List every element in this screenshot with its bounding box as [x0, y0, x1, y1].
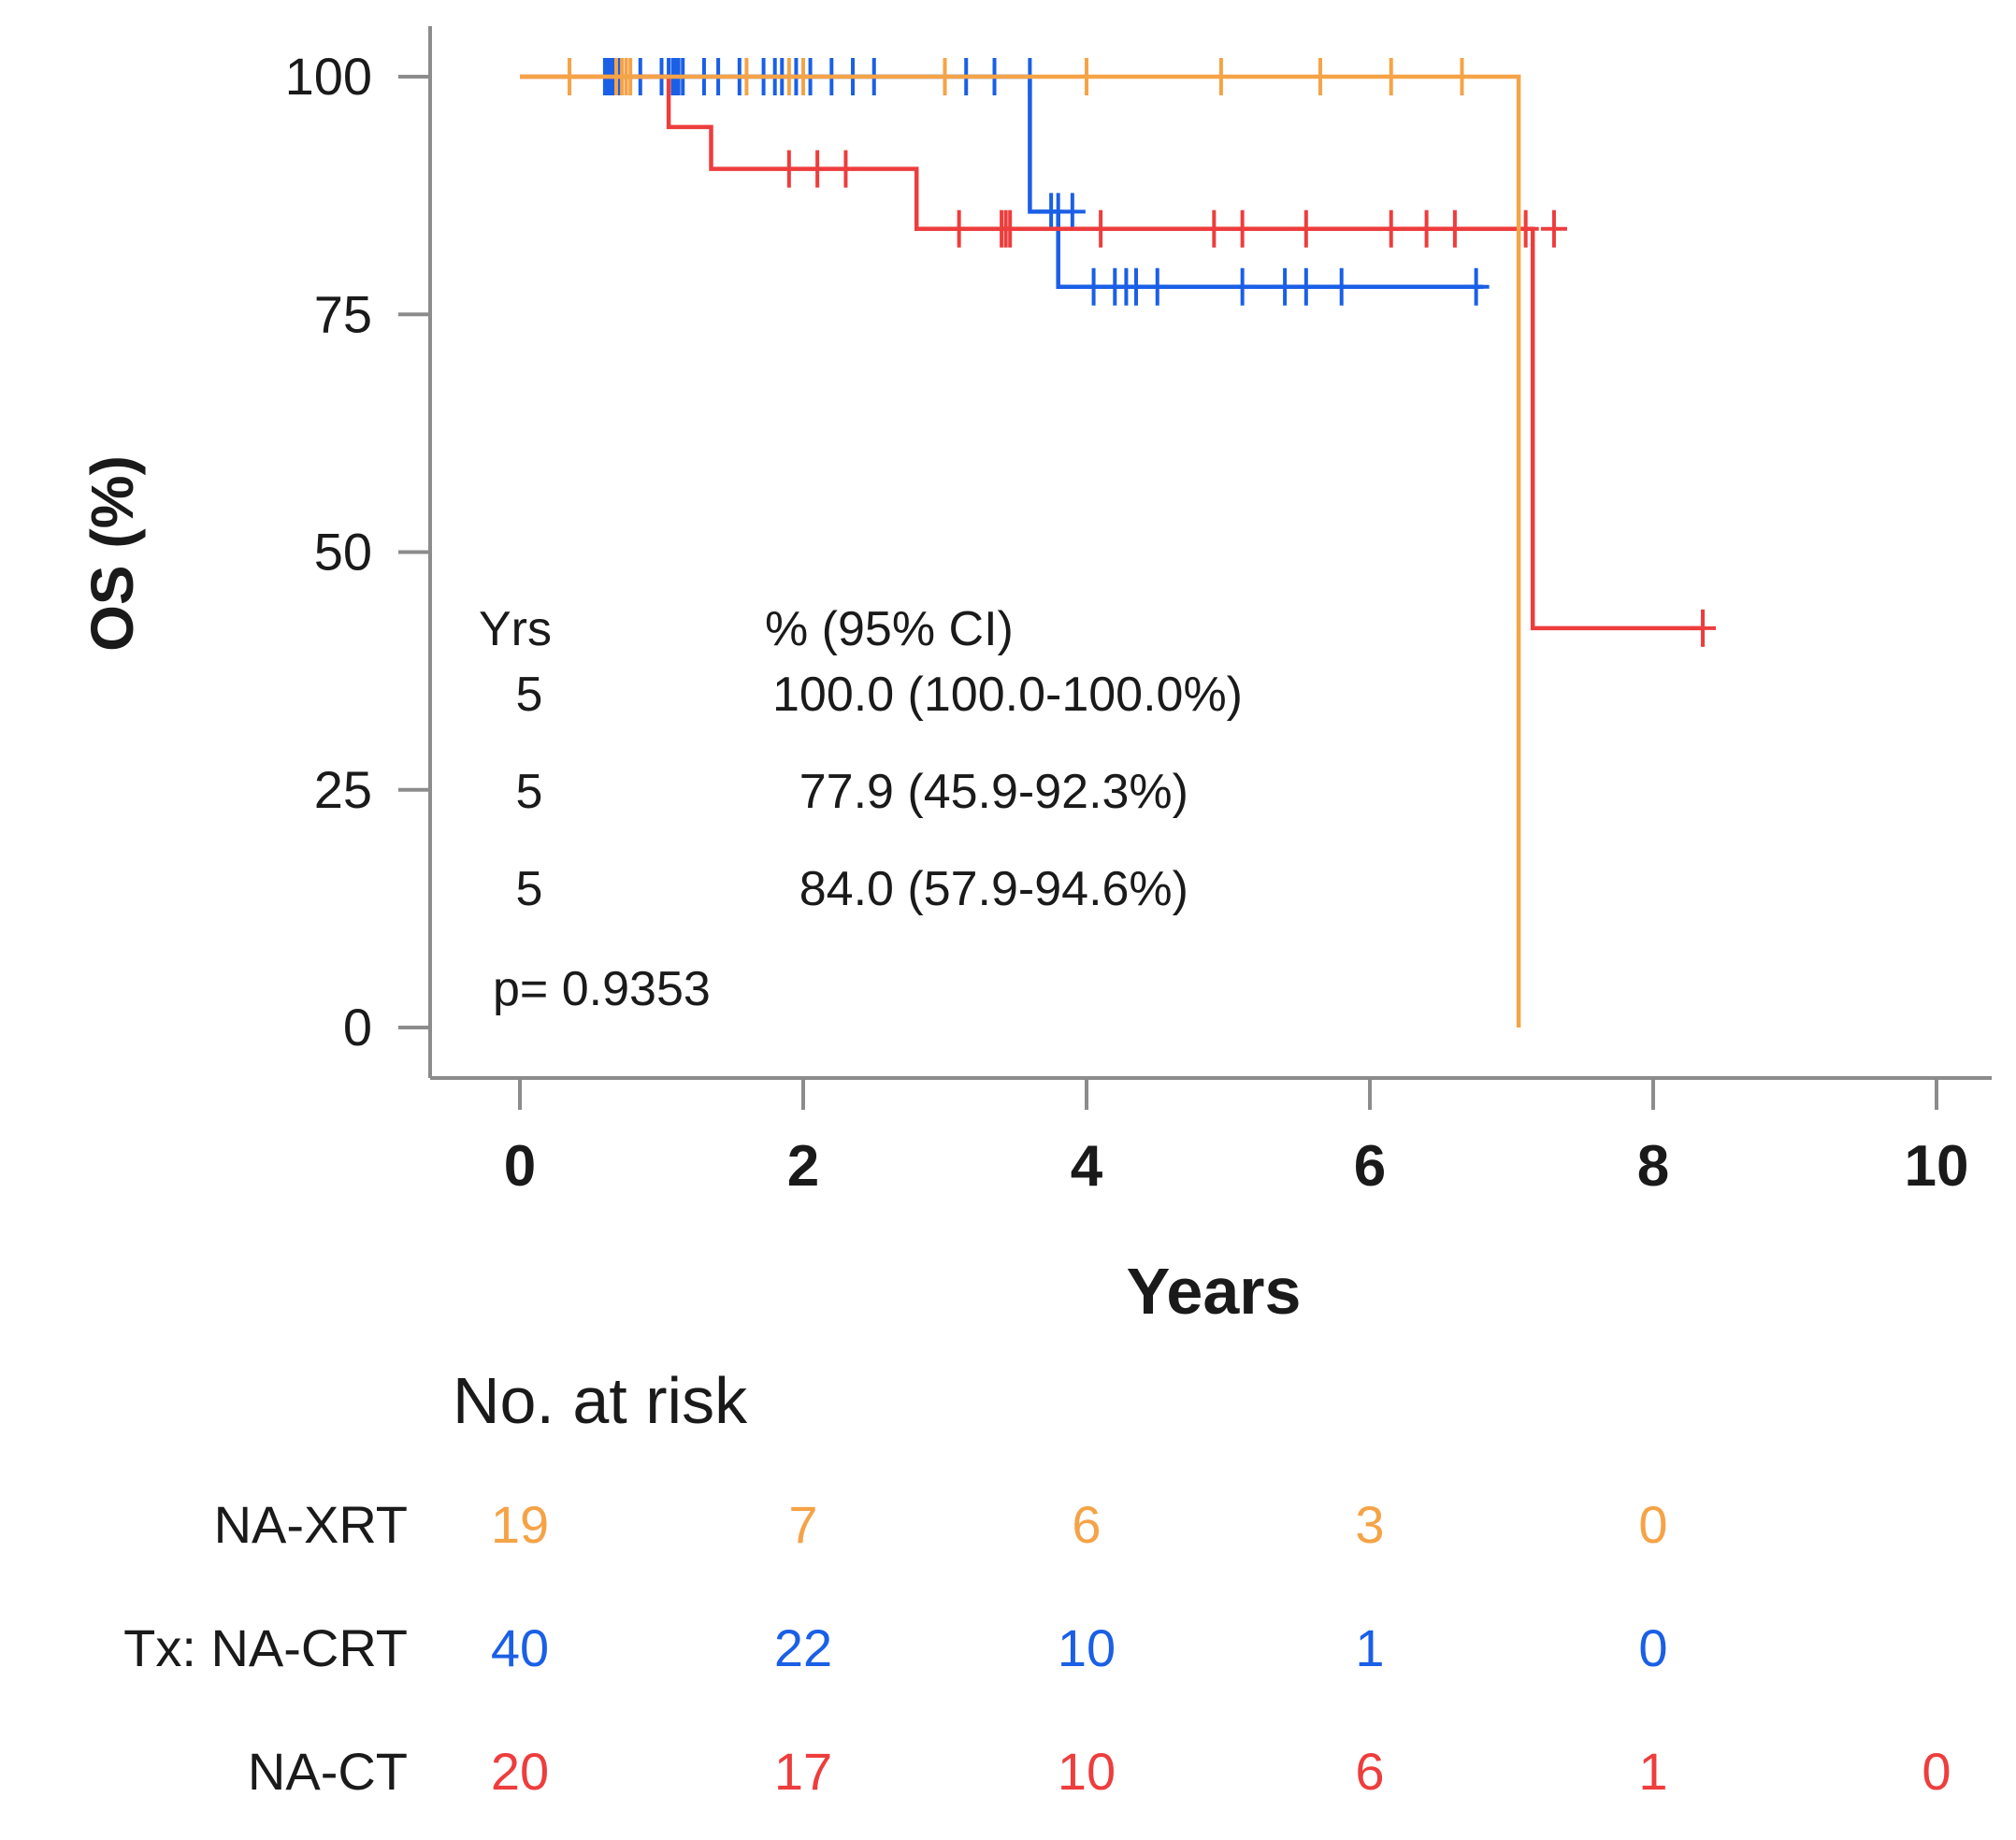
y-tick-label: 25 — [314, 760, 372, 819]
survival-annotation: Yrs % (95% CI) 5 100.0 (100.0-100.0%) 5 … — [479, 602, 1243, 1016]
risk-count: 0 — [1922, 1742, 1951, 1801]
x-tick-label: 8 — [1637, 1134, 1669, 1199]
risk-count: 7 — [788, 1495, 817, 1554]
series-na-xrt — [520, 58, 1521, 1028]
risk-count: 10 — [1058, 1742, 1116, 1801]
x-tick-label: 10 — [1905, 1134, 1969, 1199]
y-tick-label: 0 — [343, 998, 372, 1057]
risk-row-label: NA-XRT — [214, 1495, 408, 1554]
survival-line — [520, 74, 1521, 1028]
risk-count: 20 — [491, 1742, 549, 1801]
risk-count: 1 — [1638, 1742, 1667, 1801]
x-tick-label: 2 — [787, 1134, 819, 1199]
x-tick-label: 4 — [1071, 1134, 1103, 1199]
axes: 0 25 50 75 100 0 2 4 6 8 10 — [285, 26, 1992, 1199]
risk-count: 6 — [1355, 1742, 1384, 1801]
annotation-row-value: 84.0 (57.9-94.6%) — [799, 862, 1188, 916]
y-axis-label: OS (%) — [79, 455, 146, 652]
risk-count: 40 — [491, 1618, 549, 1677]
annotation-row-yrs: 5 — [516, 668, 543, 722]
annotation-header-yrs: Yrs — [479, 602, 552, 656]
annotation-row-value: 100.0 (100.0-100.0%) — [772, 668, 1243, 722]
series-na-crt — [591, 58, 1490, 306]
survival-curves — [520, 58, 1717, 1028]
risk-count: 22 — [774, 1618, 832, 1677]
risk-count: 1 — [1355, 1618, 1384, 1677]
x-tick-label: 6 — [1354, 1134, 1386, 1199]
risk-row-label: NA-CT — [248, 1742, 408, 1801]
risk-count: 0 — [1638, 1495, 1667, 1554]
x-ticks: 0 2 4 6 8 10 — [504, 1078, 1969, 1199]
risk-count: 0 — [1638, 1618, 1667, 1677]
risk-count: 19 — [491, 1495, 549, 1554]
survival-line — [604, 74, 1484, 290]
y-tick-label: 50 — [314, 523, 372, 582]
risk-row-label: Tx: NA-CRT — [123, 1618, 408, 1677]
risk-count: 6 — [1072, 1495, 1101, 1554]
y-tick-label: 100 — [285, 47, 372, 106]
series-na-ct — [520, 74, 1717, 647]
risk-table-rows: NA-XRT 19 7 6 3 0Tx: NA-CRT 40 22 10 1 0NA-CT 20 17 1… — [123, 1495, 1951, 1801]
annotation-header-pct: % (95% CI) — [765, 602, 1014, 656]
risk-count: 3 — [1355, 1495, 1384, 1554]
x-axis-label: Years — [1127, 1255, 1302, 1328]
annotation-row-yrs: 5 — [516, 862, 543, 916]
y-tick-label: 75 — [314, 284, 372, 343]
p-value: p= 0.9353 — [493, 962, 711, 1016]
risk-count: 10 — [1058, 1618, 1116, 1677]
risk-count: 17 — [774, 1742, 832, 1801]
annotation-row-yrs: 5 — [516, 765, 543, 819]
y-ticks: 0 25 50 75 100 — [285, 47, 430, 1057]
x-tick-label: 0 — [504, 1134, 536, 1199]
risk-table-title: No. at risk — [453, 1364, 748, 1437]
survival-line — [520, 74, 1703, 631]
annotation-row-value: 77.9 (45.9-92.3%) — [799, 765, 1188, 819]
risk-table: No. at risk NA-XRT 19 7 6 3 0Tx: NA-CRT 40 22 10… — [123, 1364, 1951, 1801]
